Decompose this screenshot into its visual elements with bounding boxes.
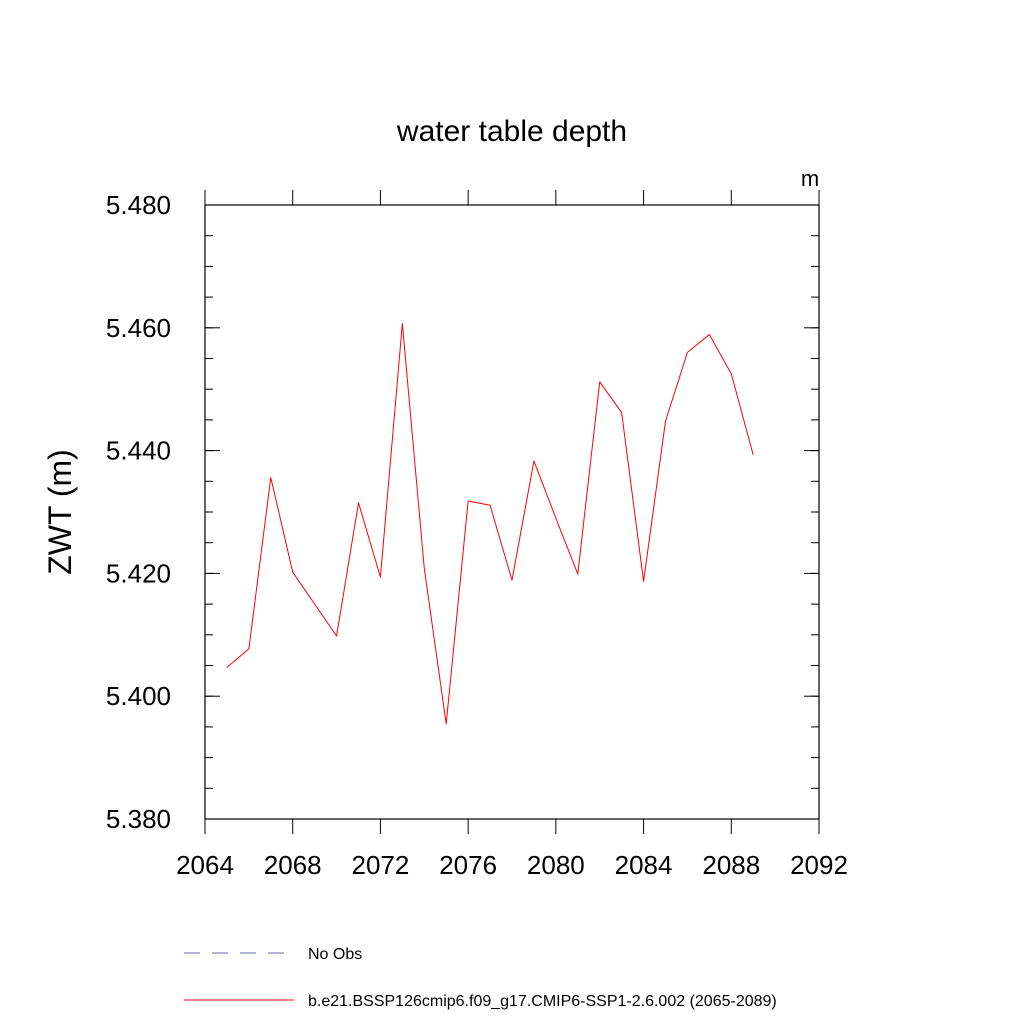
series-line [226,323,754,725]
plot-frame [204,204,820,820]
x-tick-label: 2092 [790,850,848,880]
y-tick-label: 5.440 [106,436,171,466]
legend: No Obs b.e21.BSSP126cmip6.f09_g17.CMIP6-S… [184,946,777,1010]
x-tick-label: 2068 [264,850,322,880]
y-tick-labels: 5.380 5.400 5.420 5.440 5.460 5.480 [106,190,171,834]
x-tick-label: 2064 [176,850,234,880]
y-axis-label: ZWT (m) [42,449,78,575]
axis-ticks [204,190,820,834]
x-tick-labels: 2064 2068 2072 2076 2080 2084 2088 2092 [176,850,848,880]
y-tick-label: 5.400 [106,681,171,711]
y-tick-label: 5.460 [106,313,171,343]
y-tick-label: 5.380 [106,804,171,834]
units-label: m [801,166,819,191]
x-tick-label: 2076 [439,850,497,880]
chart-title: water table depth [396,115,627,148]
x-tick-label: 2080 [527,850,585,880]
legend-label: No Obs [308,946,362,963]
x-tick-label: 2072 [352,850,410,880]
y-tick-label: 5.480 [106,190,171,220]
y-tick-label: 5.420 [106,558,171,588]
x-tick-label: 2084 [615,850,673,880]
legend-label: b.e21.BSSP126cmip6.f09_g17.CMIP6-SSP1-2.… [308,993,777,1010]
series-group [226,323,754,725]
x-tick-label: 2088 [702,850,760,880]
